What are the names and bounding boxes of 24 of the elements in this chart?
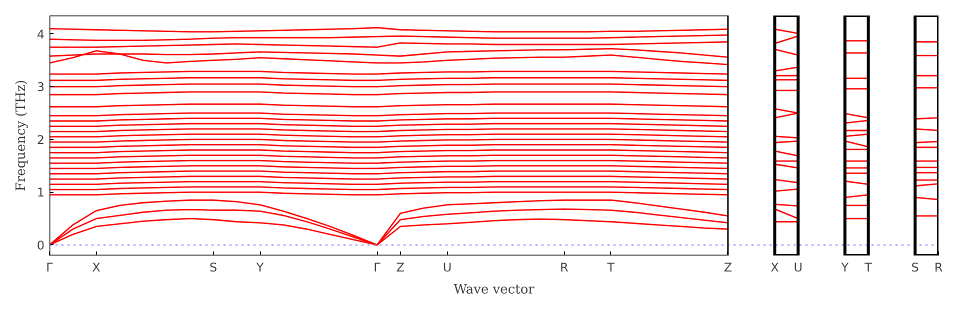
x-tick-label: S: [209, 260, 218, 274]
x-tick-label: Γ: [374, 260, 381, 274]
y-tick-label: 1: [36, 186, 45, 200]
y-tick-label: 3: [36, 80, 45, 94]
x-tick-label: Y: [840, 260, 850, 274]
x-tick-label: Z: [724, 260, 732, 274]
x-tick-label: S: [911, 260, 919, 274]
y-tick-label: 0: [36, 238, 45, 252]
x-tick-label: T: [864, 260, 873, 274]
x-tick-label: X: [770, 260, 779, 274]
x-tick-label: Z: [396, 260, 405, 274]
line-series: [50, 50, 729, 66]
x-tick-label: T: [606, 260, 616, 274]
x-tick-label: R: [560, 260, 568, 274]
x-tick-label: X: [92, 260, 100, 274]
x-tick-label: R: [934, 260, 943, 274]
y-tick-label: 4: [36, 27, 45, 42]
y-axis-title: Frequency (THz): [14, 80, 29, 192]
x-axis-title: Wave vector: [454, 282, 536, 298]
y-tick-label: 2: [36, 132, 45, 147]
x-tick-label: U: [442, 260, 452, 274]
x-tick-label: Y: [255, 260, 264, 274]
x-tick-label: Γ: [46, 260, 54, 274]
x-tick-label: U: [794, 260, 803, 274]
